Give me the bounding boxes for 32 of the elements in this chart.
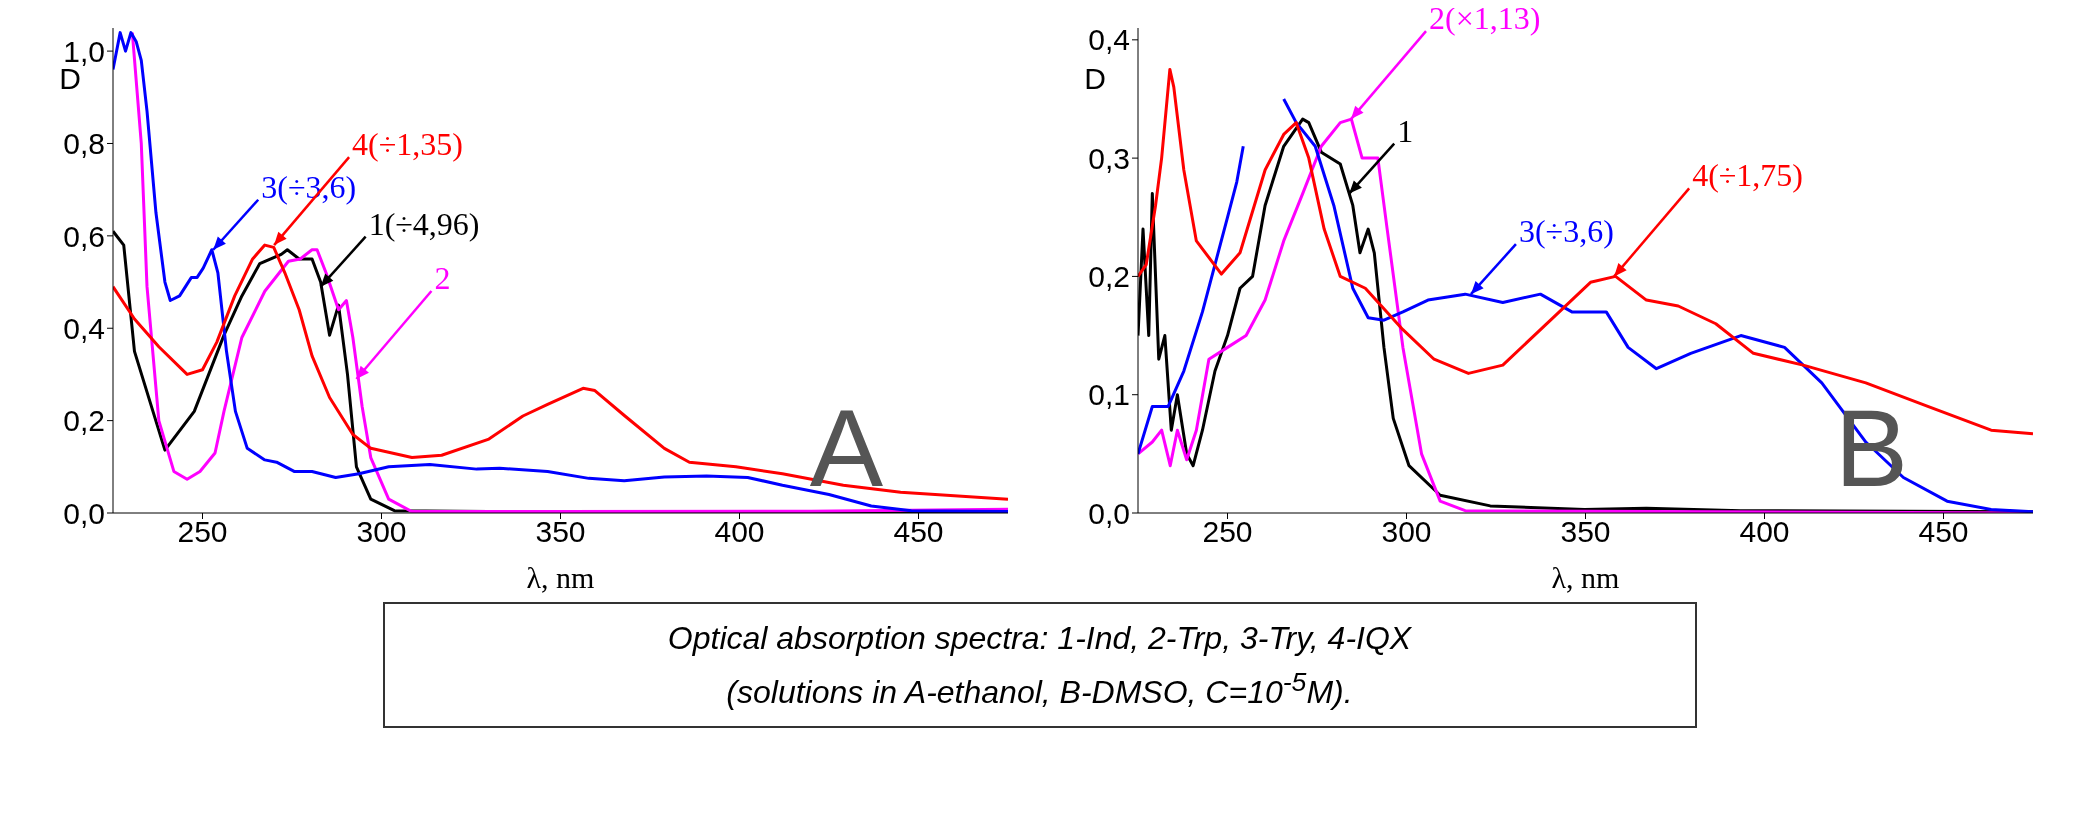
y-tick-label: 0,4 (1088, 23, 1130, 57)
y-tick-label: 0,0 (63, 496, 105, 530)
y-tick-label: 0,4 (63, 311, 105, 345)
y-tick-label: 0,1 (1088, 378, 1130, 412)
text: Optical absorption spectra: 1-Ind, 2-Trp, 3-Try, 4-IQX (666, 619, 1413, 658)
y-axis-title: D (1084, 62, 1106, 96)
x-axis-title: λ, nm (1551, 561, 1620, 594)
annotation: 1 (1397, 112, 1414, 149)
annotation: 2 (434, 260, 451, 297)
x-axis-title: λ, nm (526, 561, 595, 594)
annotation: 4(÷1,35) (352, 126, 463, 163)
annotation: A (809, 386, 883, 509)
text: (solutions in A-ethanol, B-DMSO, C=10$^{-5}$M). (725, 666, 1354, 712)
y-tick-label: 0,3 (1088, 141, 1130, 175)
x-tick-label: 300 (356, 515, 407, 549)
y-tick-label: 0,2 (63, 404, 105, 438)
y-tick-label: 0,6 (63, 219, 105, 253)
y-tick-label: 0,0 (1088, 496, 1130, 530)
annotation: 3(÷3,6) (1518, 213, 1614, 250)
annotation: 1(÷4,96) (368, 205, 480, 242)
x-tick-label: 400 (1739, 515, 1790, 549)
x-tick-label: 450 (893, 515, 944, 549)
annotation: 4(÷1,75) (1692, 157, 1804, 194)
y-tick-label: 0,8 (63, 127, 105, 161)
x-tick-label: 250 (177, 515, 228, 549)
x-tick-label: 250 (1202, 515, 1253, 549)
x-tick-label: 350 (1560, 515, 1611, 549)
y-tick-label: 0,2 (1088, 260, 1130, 294)
x-tick-label: 400 (714, 515, 765, 549)
x-tick-label: 350 (535, 515, 586, 549)
x-tick-label: 300 (1381, 515, 1432, 549)
x-tick-label: 450 (1918, 515, 1969, 549)
